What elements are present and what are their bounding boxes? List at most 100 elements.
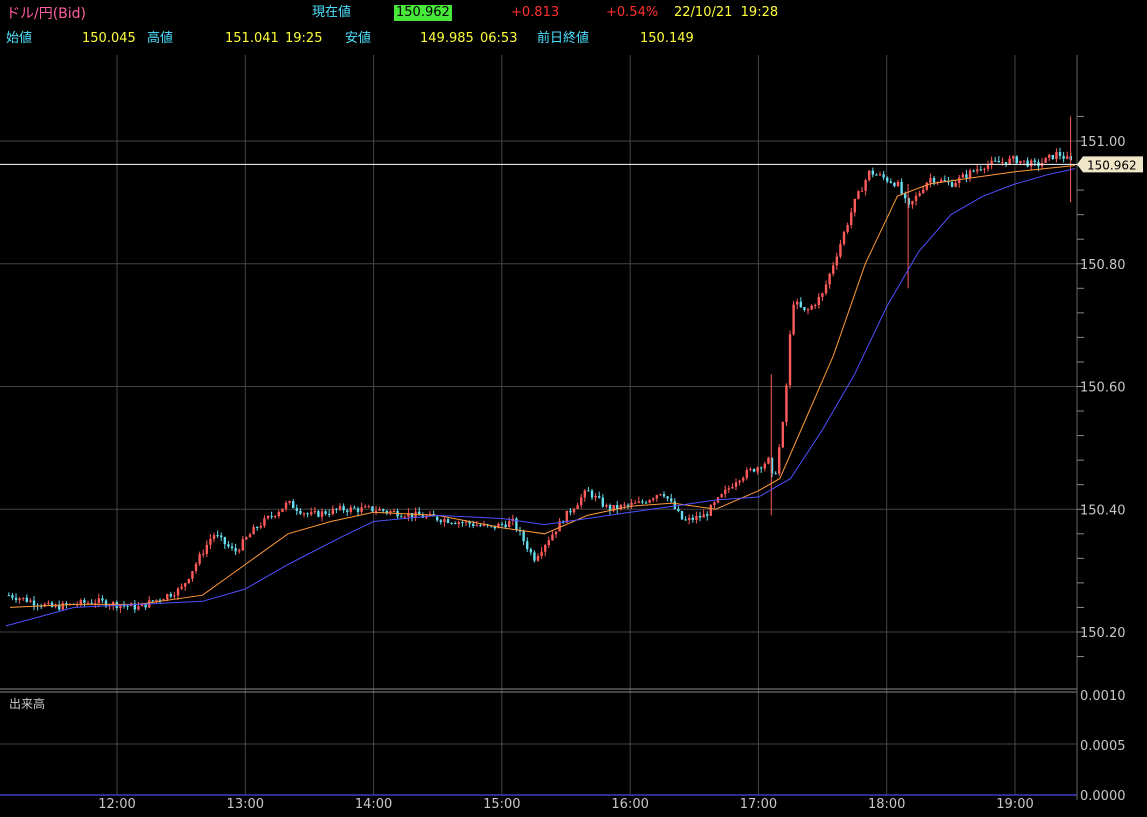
candle-body xyxy=(594,496,597,498)
candle-body xyxy=(958,177,961,184)
candle-body xyxy=(644,502,648,504)
candle-body xyxy=(943,180,947,182)
candle-body xyxy=(590,490,594,498)
candle-body xyxy=(896,181,900,187)
candle-body xyxy=(238,550,241,552)
candle-body xyxy=(184,583,187,587)
candle-body xyxy=(587,490,590,492)
candle-body xyxy=(954,183,957,187)
candle-body xyxy=(83,600,86,603)
candle-body xyxy=(346,510,349,513)
candle-body xyxy=(266,516,270,519)
candle-body xyxy=(734,482,738,487)
candle-body xyxy=(335,508,338,510)
candle-body xyxy=(1044,157,1047,163)
candle-body xyxy=(1008,158,1011,165)
candle-body xyxy=(763,463,767,469)
candle-body xyxy=(940,180,943,183)
candle-body xyxy=(648,499,651,503)
candle-body xyxy=(1030,160,1033,167)
candle-body xyxy=(270,516,273,518)
candle-body xyxy=(760,467,763,469)
candle-body xyxy=(137,606,140,610)
candle-body xyxy=(994,160,997,162)
candle-body xyxy=(1019,160,1022,164)
ma-long-line xyxy=(5,168,1076,627)
candle-body xyxy=(1058,152,1062,156)
x-tick-label: 19:00 xyxy=(996,797,1033,812)
candle-body xyxy=(482,524,486,526)
candle-body xyxy=(612,505,615,511)
candle-body xyxy=(540,551,543,556)
candle-body xyxy=(695,515,698,520)
candle-body xyxy=(828,273,831,285)
candle-body xyxy=(306,513,309,515)
candle-body xyxy=(1033,160,1037,163)
x-tick-label: 12:00 xyxy=(98,797,135,812)
candle-body xyxy=(378,509,381,511)
candle-body xyxy=(720,494,723,498)
candle-body xyxy=(241,539,245,551)
candle-body xyxy=(446,519,450,523)
candle-body xyxy=(824,284,828,294)
y-tick-label: 150.60 xyxy=(1080,381,1126,396)
candle-body xyxy=(155,599,158,602)
candle-body xyxy=(1062,155,1065,159)
candle-body xyxy=(569,510,572,513)
candle-body xyxy=(810,305,813,310)
candle-body xyxy=(1051,154,1055,160)
candle-body xyxy=(918,193,921,196)
y-tick-label: 150.20 xyxy=(1080,626,1126,641)
candle-body xyxy=(738,480,741,483)
candle-body xyxy=(299,510,302,514)
candle-body xyxy=(526,541,529,550)
candle-body xyxy=(616,505,619,509)
candle-body xyxy=(976,169,979,172)
time-axis: 12:00 13:00 14:00 15:00 16:00 17:00 18:00 19:00 xyxy=(98,797,1033,812)
low-time: 06:53 xyxy=(480,31,518,46)
candle-body xyxy=(166,594,169,600)
candle-body xyxy=(371,506,374,512)
y-tick-label: 151.00 xyxy=(1080,135,1126,150)
candle-body xyxy=(551,534,554,541)
candle-body xyxy=(1015,156,1019,164)
candle-body xyxy=(464,521,468,523)
candle-body xyxy=(353,507,356,509)
candle-body xyxy=(904,193,907,199)
candle-body xyxy=(745,469,749,478)
volume-tick-label: 0.0000 xyxy=(1080,789,1126,804)
candle-body xyxy=(781,422,785,448)
candle-body xyxy=(32,600,36,606)
candle-body xyxy=(144,603,147,608)
candle-body xyxy=(389,511,392,513)
candle-body xyxy=(342,506,345,511)
candle-body xyxy=(1022,160,1026,162)
candle-body xyxy=(626,504,630,506)
candle-body xyxy=(443,519,446,523)
high-time: 19:25 xyxy=(285,31,323,46)
candle-body xyxy=(382,509,385,511)
candle-body xyxy=(932,177,936,183)
high-value: 151.041 xyxy=(225,31,279,46)
candle-body xyxy=(65,603,68,605)
candle-body xyxy=(360,507,363,512)
low-value: 149.985 xyxy=(420,31,474,46)
candle-body xyxy=(256,526,259,528)
candle-body xyxy=(911,201,914,205)
candle-body xyxy=(1012,156,1015,159)
candle-body xyxy=(900,181,903,194)
candle-body xyxy=(497,523,500,529)
candle-body xyxy=(886,177,889,182)
candle-body xyxy=(126,605,129,607)
candle-body xyxy=(104,600,108,607)
change-value: +0.813 xyxy=(511,5,560,20)
candle-body xyxy=(400,516,403,518)
candle-body xyxy=(58,605,61,610)
candle-body xyxy=(598,496,601,498)
candle-body xyxy=(972,170,975,172)
candle-body xyxy=(450,522,453,524)
candle-body xyxy=(281,508,284,513)
candle-body xyxy=(328,513,331,515)
open-value: 150.045 xyxy=(82,31,136,46)
